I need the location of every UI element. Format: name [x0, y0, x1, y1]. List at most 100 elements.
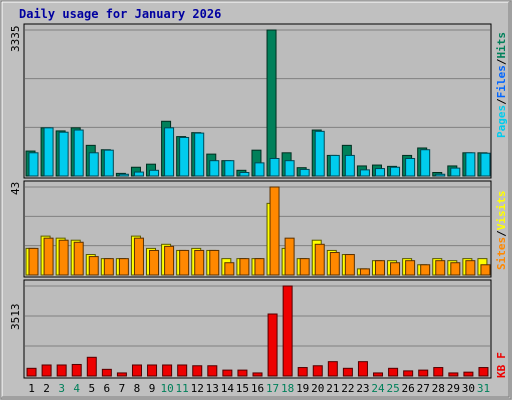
top-bar-files-day-14 — [224, 160, 235, 177]
top-ymax-label: 3335 — [9, 26, 22, 53]
x-tick-label: 29 — [447, 382, 460, 395]
bottom-bar-kb-f-day-23 — [357, 361, 368, 377]
x-tick-label: 26 — [402, 382, 415, 395]
x-tick-label: 2 — [43, 382, 50, 395]
x-tick-label: 14 — [221, 382, 235, 395]
x-tick-label: 6 — [104, 382, 111, 395]
legend-sites: Sites — [495, 237, 508, 270]
top-bar-files-day-19 — [299, 168, 310, 177]
middle-bar-sites-day-28 — [435, 260, 446, 276]
x-tick-label: 17 — [266, 382, 279, 395]
legend-sep-3: / — [495, 230, 508, 237]
bottom-bar-kb-f-day-29 — [448, 372, 459, 377]
middle-ymax-label: 43 — [9, 182, 22, 195]
panel-top — [23, 23, 492, 179]
middle-bar-sites-day-31 — [480, 264, 491, 276]
top-bar-files-day-27 — [420, 149, 431, 177]
bottom-bar-kb-f-day-3 — [56, 364, 67, 377]
x-tick-label: 12 — [191, 382, 204, 395]
x-tick-label: 27 — [417, 382, 430, 395]
top-bar-files-day-18 — [284, 160, 295, 177]
bottom-bar-kb-f-day-16 — [252, 372, 263, 377]
legend-f: F — [495, 352, 508, 359]
top-bar-files-day-13 — [209, 160, 220, 177]
legend-pages: Pages — [495, 105, 508, 138]
x-tick-label: 10 — [160, 382, 173, 395]
middle-bar-sites-day-19 — [299, 258, 310, 276]
top-bar-files-day-6 — [103, 149, 114, 177]
bottom-bar-kb-f-day-12 — [192, 365, 203, 377]
middle-legend: Sites/Visits — [495, 191, 508, 271]
middle-bar-sites-day-5 — [88, 256, 99, 276]
top-bar-files-day-23 — [359, 169, 370, 177]
chart-title: Daily usage for January 2026 — [19, 7, 221, 21]
x-tick-label: 5 — [88, 382, 95, 395]
x-tick-label: 8 — [134, 382, 141, 395]
bottom-bar-kb-f-day-11 — [177, 364, 188, 377]
x-axis-labels: 1 2 3 4 5 6 7 8 9 10 11 12 13 14 15 16 17 18 19 20 21 22 23 24 2… — [28, 382, 490, 395]
x-tick-label: 11 — [176, 382, 189, 395]
middle-bar-sites-day-13 — [209, 249, 220, 276]
bottom-bar-kb-f-day-28 — [433, 367, 444, 377]
middle-bar-sites-day-3 — [58, 239, 69, 276]
bottom-bar-kb-f-day-24 — [373, 372, 384, 377]
top-bar-hits-day-17 — [266, 29, 277, 177]
middle-bar-sites-day-22 — [344, 254, 355, 276]
middle-bar-sites-day-25 — [390, 262, 401, 276]
top-bar-files-day-15 — [239, 171, 250, 177]
top-bar-files-day-21 — [329, 154, 340, 177]
middle-bar-sites-day-30 — [465, 260, 476, 276]
top-bar-files-day-3 — [58, 131, 69, 177]
x-tick-label: 18 — [281, 382, 294, 395]
bottom-bar-kb-f-day-2 — [41, 364, 52, 377]
middle-bar-sites-day-15 — [239, 258, 250, 276]
middle-bar-sites-day-17 — [269, 186, 280, 276]
bottom-bar-kb-f-day-31 — [478, 367, 489, 377]
top-bar-files-day-20 — [314, 130, 325, 177]
bottom-legend: KB F — [495, 352, 508, 378]
bottom-bar-kb-f-day-4 — [71, 363, 82, 377]
bottom-bar-kb-f-day-8 — [131, 364, 142, 377]
bottom-bar-kb-f-day-20 — [312, 365, 323, 377]
bottom-bar-kb-f-day-6 — [101, 368, 112, 377]
x-tick-label: 9 — [149, 382, 156, 395]
bottom-ymax-label: 3513 — [9, 304, 22, 331]
top-bar-files-day-11 — [179, 136, 190, 177]
x-tick-label: 13 — [206, 382, 219, 395]
x-tick-label: 21 — [326, 382, 339, 395]
top-bar-files-day-30 — [465, 152, 476, 177]
x-tick-label: 1 — [28, 382, 35, 395]
middle-bar-sites-day-6 — [103, 258, 114, 276]
top-bar-files-day-28 — [435, 173, 446, 177]
bottom-bar-kb-f-day-30 — [463, 371, 474, 377]
bottom-bar-kb-f-day-19 — [297, 367, 308, 377]
top-bar-files-day-8 — [133, 171, 144, 177]
middle-bar-sites-day-1 — [28, 247, 39, 276]
x-tick-label: 16 — [251, 382, 264, 395]
top-bar-files-day-7 — [118, 173, 129, 177]
legend-kb: KB — [495, 364, 508, 378]
middle-bar-sites-day-18 — [284, 237, 295, 276]
bottom-bar-kb-f-day-17 — [267, 313, 278, 377]
middle-bar-sites-day-4 — [73, 241, 84, 276]
middle-bar-sites-day-24 — [374, 260, 385, 276]
top-bar-files-day-2 — [43, 127, 54, 177]
panel-middle — [23, 180, 492, 278]
x-tick-label: 19 — [296, 382, 309, 395]
middle-bar-sites-day-27 — [420, 264, 431, 276]
middle-bar-sites-day-26 — [405, 260, 416, 276]
top-bar-files-day-10 — [164, 127, 175, 177]
middle-bar-sites-day-9 — [149, 249, 160, 276]
bottom-bar-kb-f-day-10 — [162, 364, 173, 377]
bottom-bar-kb-f-day-15 — [237, 369, 248, 377]
top-bar-files-day-24 — [374, 168, 385, 177]
bottom-bar-kb-f-day-1 — [26, 367, 37, 377]
bottom-bar-kb-f-day-27 — [418, 369, 429, 377]
legend-sep-2: / — [495, 58, 508, 65]
top-bar-files-day-26 — [405, 157, 416, 177]
top-bar-files-day-9 — [149, 169, 160, 177]
x-tick-label: 22 — [341, 382, 354, 395]
top-bar-files-day-31 — [480, 152, 491, 177]
middle-bar-sites-day-29 — [450, 262, 461, 276]
